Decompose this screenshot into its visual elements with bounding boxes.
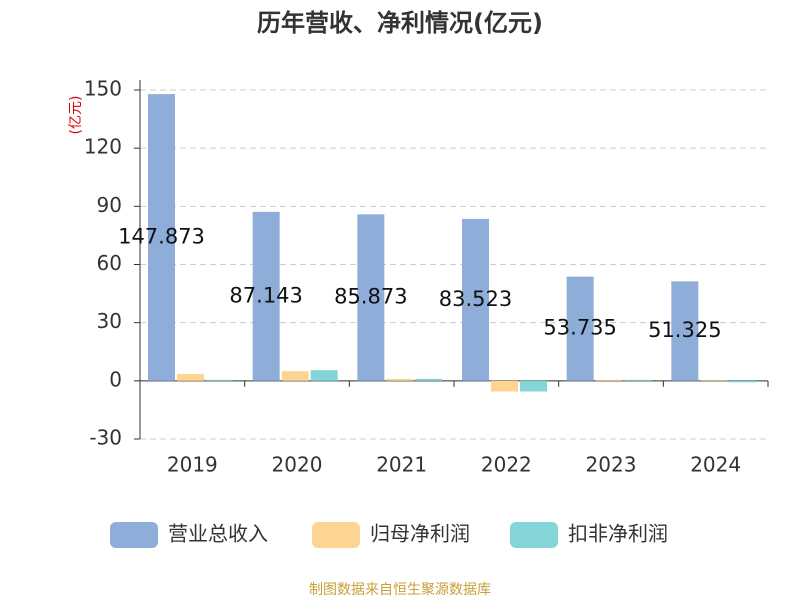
bar [415,378,443,381]
data-label: 147.873 [118,224,205,248]
chart-title: 历年营收、净利情况(亿元) [257,9,543,37]
bar [386,378,414,381]
bar [252,211,280,381]
bar [566,276,594,381]
bar [357,214,385,381]
bar [281,371,309,381]
y-tick-label: -30 [89,426,122,450]
bar [462,218,489,381]
bar [671,281,699,381]
legend-swatch [110,522,158,548]
x-tick-label: 2021 [376,453,427,477]
legend-swatch [312,522,360,548]
bar [520,380,547,392]
y-tick-label: 30 [97,309,122,333]
y-axis-title: (亿元) [68,96,84,135]
x-tick-label: 2022 [481,453,532,477]
y-tick-label: 60 [97,251,122,275]
x-tick-label: 2020 [272,453,323,477]
legend-label: 营业总收入 [168,522,268,546]
y-tick-label: 120 [84,135,122,159]
legend-label: 扣非净利润 [568,522,668,546]
bar [595,379,623,381]
legend-swatch [510,522,558,548]
x-tick-label: 2023 [586,453,637,477]
bar [491,380,518,392]
y-tick-label: 0 [109,367,122,391]
data-label: 53.735 [543,316,616,340]
data-label: 83.523 [439,287,512,311]
x-tick-label: 2019 [167,453,218,477]
legend-label: 归母净利润 [370,522,470,546]
bar [310,370,338,381]
data-label: 51.325 [648,318,721,342]
bar [148,94,175,381]
y-tick-label: 90 [97,193,122,217]
bar [206,379,233,381]
source-note: 制图数据来自恒生聚源数据库 [309,582,491,598]
y-tick-label: 150 [84,77,122,101]
x-tick-label: 2024 [690,453,741,477]
bar [177,374,204,381]
bar [729,380,757,383]
bar [700,380,728,381]
bar [624,379,652,381]
data-label: 85.873 [334,285,407,309]
data-label: 87.143 [229,283,302,307]
